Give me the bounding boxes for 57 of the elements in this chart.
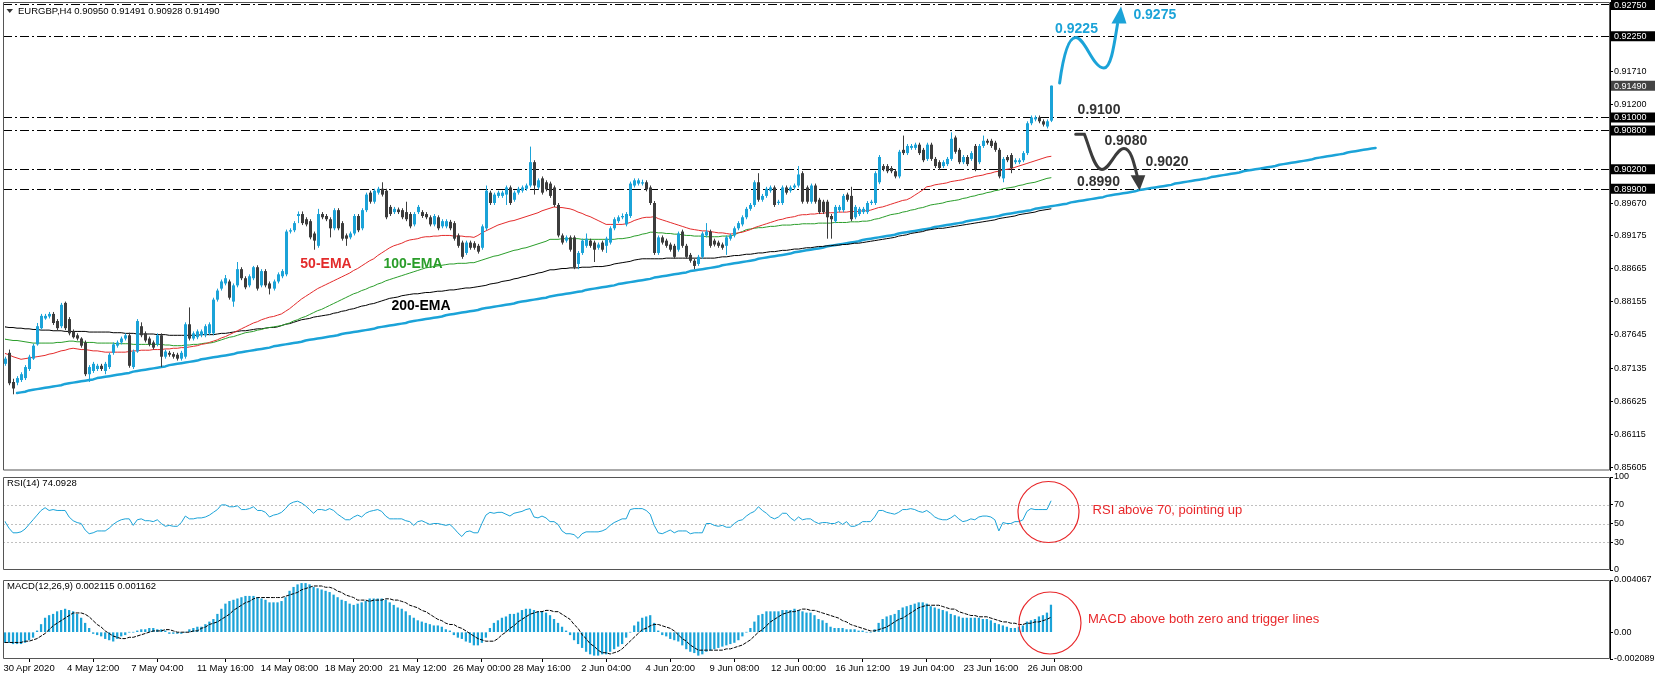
y-tick-label: -0.002089 [1614, 653, 1655, 664]
x-tick-label: 14 May 08:00 [260, 662, 319, 674]
y-tick-label: 70 [1614, 499, 1625, 510]
y-tick-label: 0.89175 [1614, 230, 1647, 241]
ref-line-label: 0.89900 [1614, 183, 1647, 194]
annotation: RSI above 70, pointing up [1092, 502, 1243, 518]
y-tick-label: 100 [1614, 471, 1630, 482]
annotation: 0.9100 [1077, 101, 1121, 118]
x-tick-label: 26 May 00:00 [453, 662, 511, 674]
x-tick-label: 9 Jun 08:00 [709, 662, 760, 674]
text: 0.91490 [1614, 80, 1647, 91]
chart-title: EURGBP,H4 0.90950 0.91491 0.90928 0.91490 [18, 4, 220, 16]
x-tick-label: 2 Jun 04:00 [581, 662, 631, 674]
x-tick-label: 12 Jun 00:00 [771, 662, 826, 674]
y-tick-label: 0.91200 [1614, 98, 1647, 109]
y-tick-label: 0.86115 [1614, 428, 1646, 439]
ref-line-label: 0.90200 [1614, 164, 1647, 175]
ref-line-label: 0.92750 [1614, 0, 1647, 10]
x-tick-label: 28 May 16:00 [513, 662, 571, 674]
chart-title: RSI(14) 74.0928 [7, 476, 77, 488]
annotation: 0.9275 [1133, 5, 1177, 22]
x-tick-label: 4 Jun 20:00 [645, 662, 696, 674]
annotation: 0.8990 [1077, 172, 1121, 189]
y-tick-label: 0 [1614, 564, 1620, 575]
annotation: 0.9020 [1145, 153, 1189, 170]
y-tick-label: 0.85605 [1614, 461, 1647, 472]
ref-line-label: 0.90800 [1614, 125, 1647, 136]
y-tick-label: 0.00 [1614, 626, 1632, 637]
y-tick-label: 0.004067 [1614, 574, 1652, 585]
annotation: MACD above both zero and trigger lines [1088, 610, 1320, 626]
series-label: 50-EMA [300, 254, 352, 271]
x-tick-label: 7 May 04:00 [131, 662, 184, 674]
x-tick-label: 16 Jun 12:00 [835, 662, 891, 674]
y-tick-label: 0.88665 [1614, 263, 1647, 274]
y-tick-label: 30 [1614, 536, 1625, 547]
chart-title: MACD(12,26,9) 0.002115 0.001162 [7, 579, 157, 591]
x-tick-label: 11 May 16:00 [196, 662, 254, 674]
x-tick-label: 30 Apr 2020 [3, 662, 55, 674]
annotation: 0.9080 [1104, 132, 1148, 149]
y-tick-label: 50 [1614, 517, 1625, 528]
x-tick-label: 19 Jun 04:00 [899, 662, 955, 674]
x-tick-label: 21 May 12:00 [388, 662, 447, 674]
y-tick-label: 0.91710 [1614, 65, 1647, 76]
x-tick-label: 23 Jun 16:00 [963, 662, 1019, 674]
y-tick-label: 0.87135 [1614, 362, 1647, 373]
x-tick-label: 26 Jun 08:00 [1027, 662, 1083, 674]
y-tick-label: 0.87645 [1614, 329, 1647, 340]
x-tick-label: 4 May 12:00 [67, 662, 120, 674]
y-tick-label: 0.88155 [1614, 296, 1647, 307]
ref-line-label: 0.91000 [1614, 112, 1647, 123]
series-label: 200-EMA [391, 296, 451, 313]
x-tick-label: 18 May 20:00 [324, 662, 383, 674]
y-tick-label: 0.89670 [1614, 198, 1647, 209]
series-label: 100-EMA [383, 254, 443, 271]
y-tick-label: 0.86625 [1614, 395, 1647, 406]
ref-line-label: 0.92250 [1614, 31, 1647, 42]
annotation: 0.9225 [1055, 20, 1099, 37]
